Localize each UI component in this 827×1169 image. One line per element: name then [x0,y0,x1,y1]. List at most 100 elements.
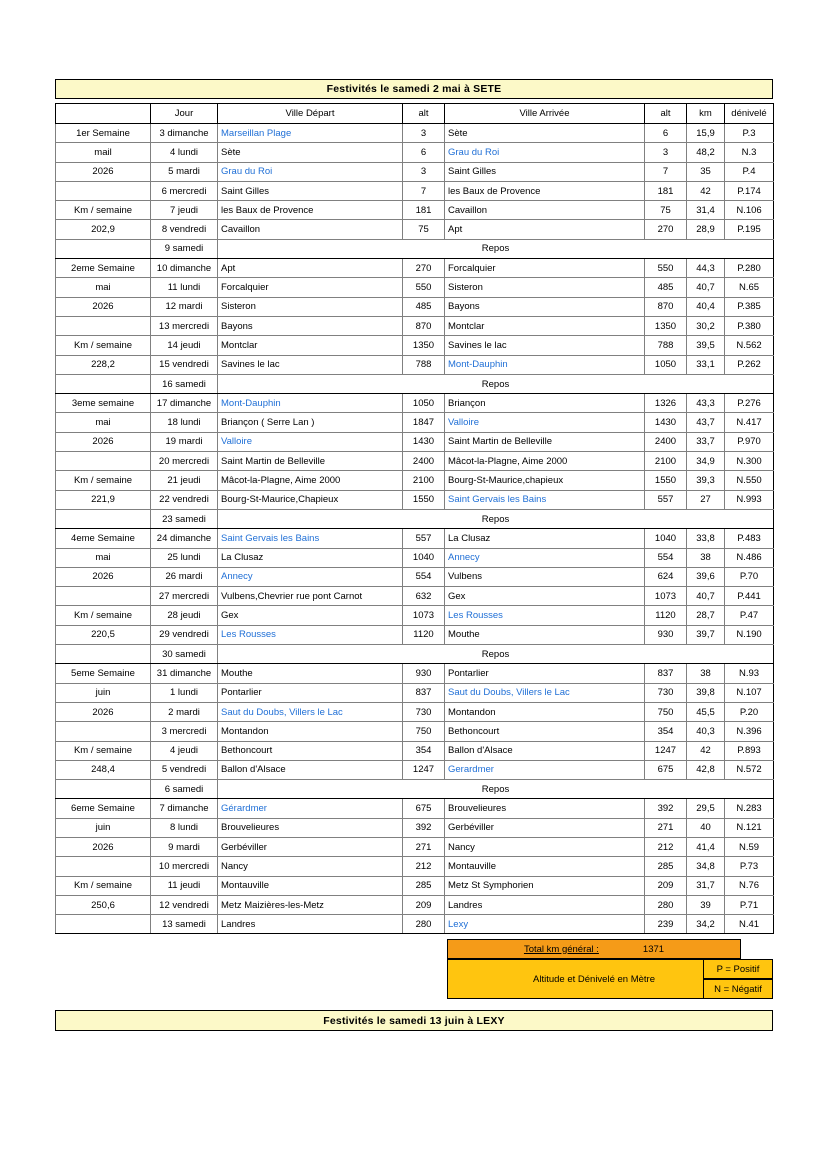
arrival-city-cell[interactable]: Annecy [444,547,645,568]
day-cell: 8 vendredi [150,219,218,240]
city-link[interactable]: Marseillan Plage [221,127,292,139]
arrival-altitude-cell: 675 [644,759,687,781]
distance-cell: 31,7 [686,875,725,896]
city-link[interactable]: Mont-Dauphin [221,397,281,409]
arrival-city-cell: Saint Martin de Belleville [444,431,645,453]
city-link[interactable]: Grau du Roi [448,146,500,158]
departure-altitude-cell: 2100 [402,470,445,491]
table-row: 2026 19 mardi Valloire 1430 Saint Martin de … [55,431,774,453]
departure-altitude-cell: 212 [402,856,445,877]
arrival-city-cell[interactable]: Gerardmer [444,759,645,781]
week-info-cell [55,914,151,935]
departure-city-cell[interactable]: Saut du Doubs, Villers le Lac [217,701,403,723]
departure-city-cell[interactable]: Valloire [217,431,403,453]
departure-city-cell[interactable]: Mont-Dauphin [217,393,403,414]
day-cell: 27 mercredi [150,586,218,607]
header-cell-jour: Jour [150,103,218,124]
day-cell: 3 dimanche [150,122,218,144]
table-row: 20 mercredi Saint Martin de Belleville 240… [55,451,774,472]
arrival-city-cell[interactable]: Grau du Roi [444,142,645,163]
departure-altitude-cell: 270 [402,258,445,279]
week-info-cell: 2026 [55,701,151,723]
departure-altitude-cell: 1350 [402,335,445,356]
city-link[interactable]: Saint Gervais les Bains [221,532,320,544]
departure-altitude-cell: 209 [402,894,445,916]
arrival-city-cell: Forcalquier [444,258,645,279]
arrival-city-cell[interactable]: Les Rousses [444,605,645,626]
arrival-city-cell[interactable]: Saut du Doubs, Villers le Lac [444,682,645,703]
city-link[interactable]: Grau du Roi [221,166,273,178]
city-link[interactable]: Saint Gervais les Bains [448,494,547,506]
city-link[interactable]: Gerardmer [448,764,494,776]
city-link[interactable]: Gérardmer [221,803,267,815]
city-link[interactable]: Les Rousses [448,610,503,622]
table-row: Km / semaine 14 jeudi Montclar 1350 Savines … [55,335,774,356]
table-row: juin 8 lundi Brouvelieures 392 Gerbéviller 27… [55,817,774,838]
departure-altitude-cell: 870 [402,315,445,337]
departure-altitude-cell: 485 [402,296,445,317]
day-cell: 26 mardi [150,566,218,588]
distance-cell: 40,7 [686,586,725,607]
week-info-cell [55,508,151,530]
distance-cell: 35 [686,161,725,182]
table-row: 248,4 5 vendredi Ballon d'Alsace 1247 Gerard… [55,759,774,781]
arrival-altitude-cell: 1247 [644,740,687,761]
day-cell: 2 mardi [150,701,218,723]
week-info-cell: 228,2 [55,354,151,375]
total-km-value: 1371 [642,943,665,955]
city-link[interactable]: Valloire [448,417,479,429]
departure-altitude-cell: 930 [402,663,445,684]
arrival-city-cell[interactable]: Lexy [444,914,645,935]
arrival-city-cell[interactable]: Mont-Dauphin [444,354,645,375]
table-row: 13 samedi Landres 280 Lexy 239 34,2 N.41 [55,914,774,935]
arrival-city-cell: Bayons [444,296,645,317]
elevation-cell: N.396 [724,721,774,742]
departure-city-cell[interactable]: Annecy [217,566,403,588]
arrival-altitude-cell: 354 [644,721,687,742]
title-banner: Festivités le samedi 2 mai à SETE [55,79,773,99]
table-row: Km / semaine 4 jeudi Bethoncourt 354 Ballon … [55,740,774,761]
distance-cell: 28,7 [686,605,725,626]
city-link[interactable]: Mont-Dauphin [448,359,508,371]
header-cell-alt-arrivee: alt [644,103,687,124]
elevation-cell: P.893 [724,740,774,761]
departure-altitude-cell: 1847 [402,412,445,433]
city-link[interactable]: Lexy [448,918,469,930]
departure-city-cell[interactable]: Saint Gervais les Bains [217,528,403,549]
arrival-city-cell[interactable]: Valloire [444,412,645,433]
city-link[interactable]: Saut du Doubs, Villers le Lac [448,687,570,699]
city-link[interactable]: Annecy [448,552,480,564]
departure-city-cell[interactable]: Grau du Roi [217,161,403,182]
table-row: 250,6 12 vendredi Metz Maizières-les-Metz 2… [55,894,774,916]
city-link[interactable]: Saut du Doubs, Villers le Lac [221,706,343,718]
title-banner-text: Festivités le samedi 2 mai à SETE [326,83,502,95]
departure-city-cell: Sisteron [217,296,403,317]
table-row: 202,9 8 vendredi Cavaillon 75 Apt 270 28,9 P.19… [55,219,774,240]
table-row: juin 1 lundi Pontarlier 837 Saut du Doubs, V… [55,682,774,703]
header-cell-denivele: dénivelé [724,103,774,124]
day-cell: 7 dimanche [150,798,218,819]
total-km-row: Total km général : 1371 [447,939,741,959]
departure-city-cell[interactable]: Gérardmer [217,798,403,819]
distance-cell: 33,7 [686,431,725,453]
city-link[interactable]: Valloire [221,436,252,448]
arrival-city-cell[interactable]: Saint Gervais les Bains [444,489,645,510]
rest-label-cell: Repos [217,373,774,395]
rest-day-cell: 6 samedi [150,779,218,800]
departure-city-cell[interactable]: Marseillan Plage [217,122,403,144]
city-link[interactable]: Annecy [221,571,253,583]
table-row: 6 mercredi Saint Gilles 7 les Baux de Prove… [55,180,774,202]
distance-cell: 41,4 [686,836,725,858]
rest-label-cell: Repos [217,238,774,260]
city-link[interactable]: Les Rousses [221,629,276,641]
departure-altitude-cell: 1040 [402,547,445,568]
table-row: mai 25 lundi La Clusaz 1040 Annecy 554 38 N.486 [55,547,774,568]
departure-city-cell[interactable]: Les Rousses [217,624,403,646]
elevation-cell: N.107 [724,682,774,703]
arrival-altitude-cell: 550 [644,258,687,279]
elevation-cell: P.441 [724,586,774,607]
day-cell: 11 jeudi [150,875,218,896]
distance-cell: 33,1 [686,354,725,375]
elevation-cell: P.174 [724,180,774,202]
